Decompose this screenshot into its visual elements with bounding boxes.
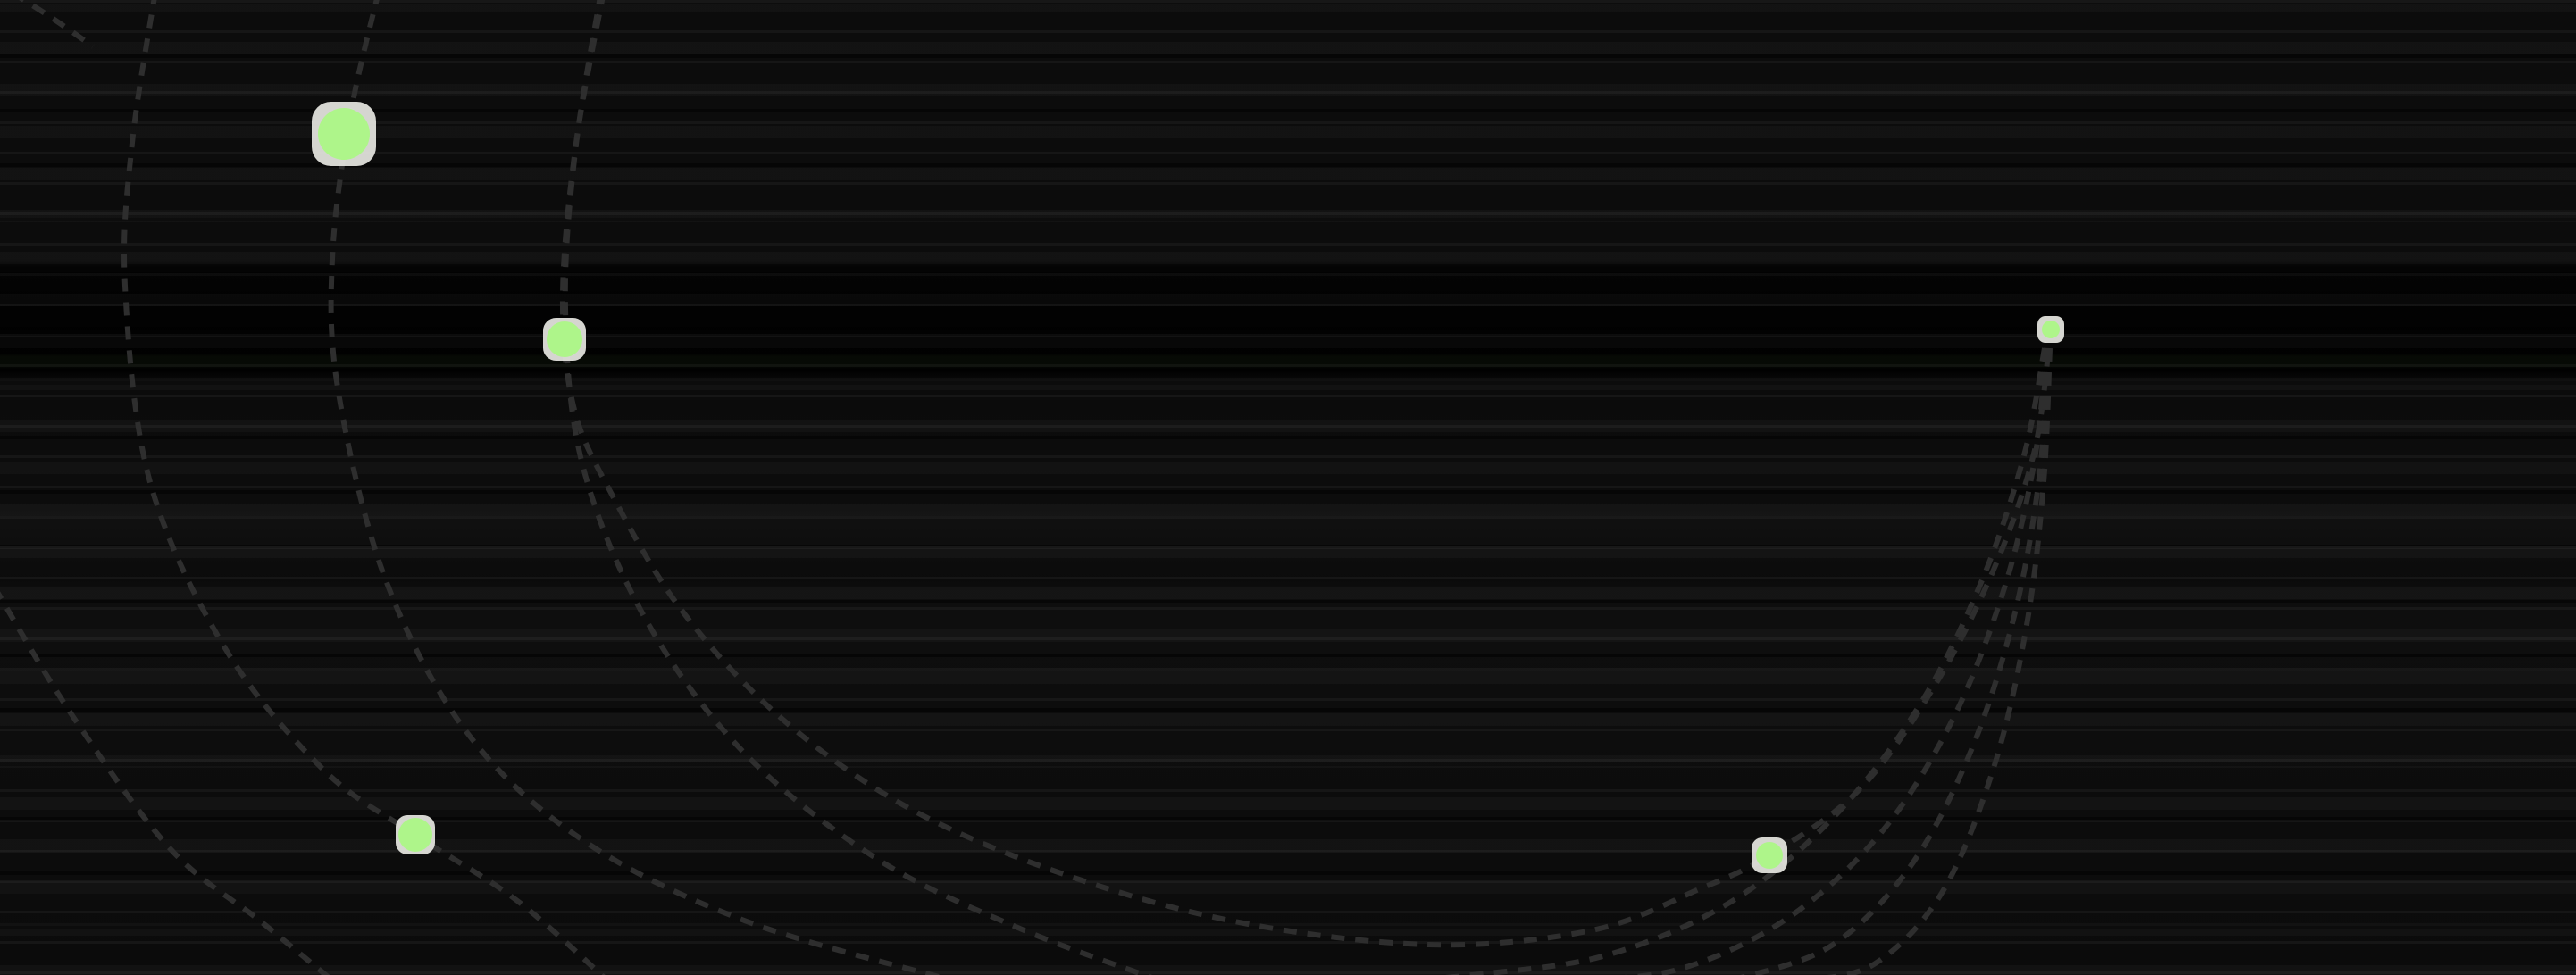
body-dot [1756,842,1783,869]
orbit-bundle-3 [1740,347,2051,975]
body-dot [398,818,432,852]
body-dot [2042,321,2060,338]
orbit-left-2 [328,0,943,975]
orbit-bundle-4 [1826,347,2053,975]
orbit-outer-left [0,591,330,975]
orbit-bundle-2 [1623,347,2049,975]
body-mid-left[interactable] [543,318,586,361]
body-large-upper-left[interactable] [312,102,376,166]
body-dot [318,108,370,160]
orbit-main-ellipse [559,0,2052,948]
body-apex-right[interactable] [2037,316,2064,343]
body-lower-left[interactable] [396,815,435,854]
orbit-corner-fragment [19,0,95,49]
orbit-left-3 [562,0,1153,975]
body-lower-right[interactable] [1752,838,1787,873]
body-dot [547,321,582,357]
orbit-bundle-1 [1443,347,2047,975]
